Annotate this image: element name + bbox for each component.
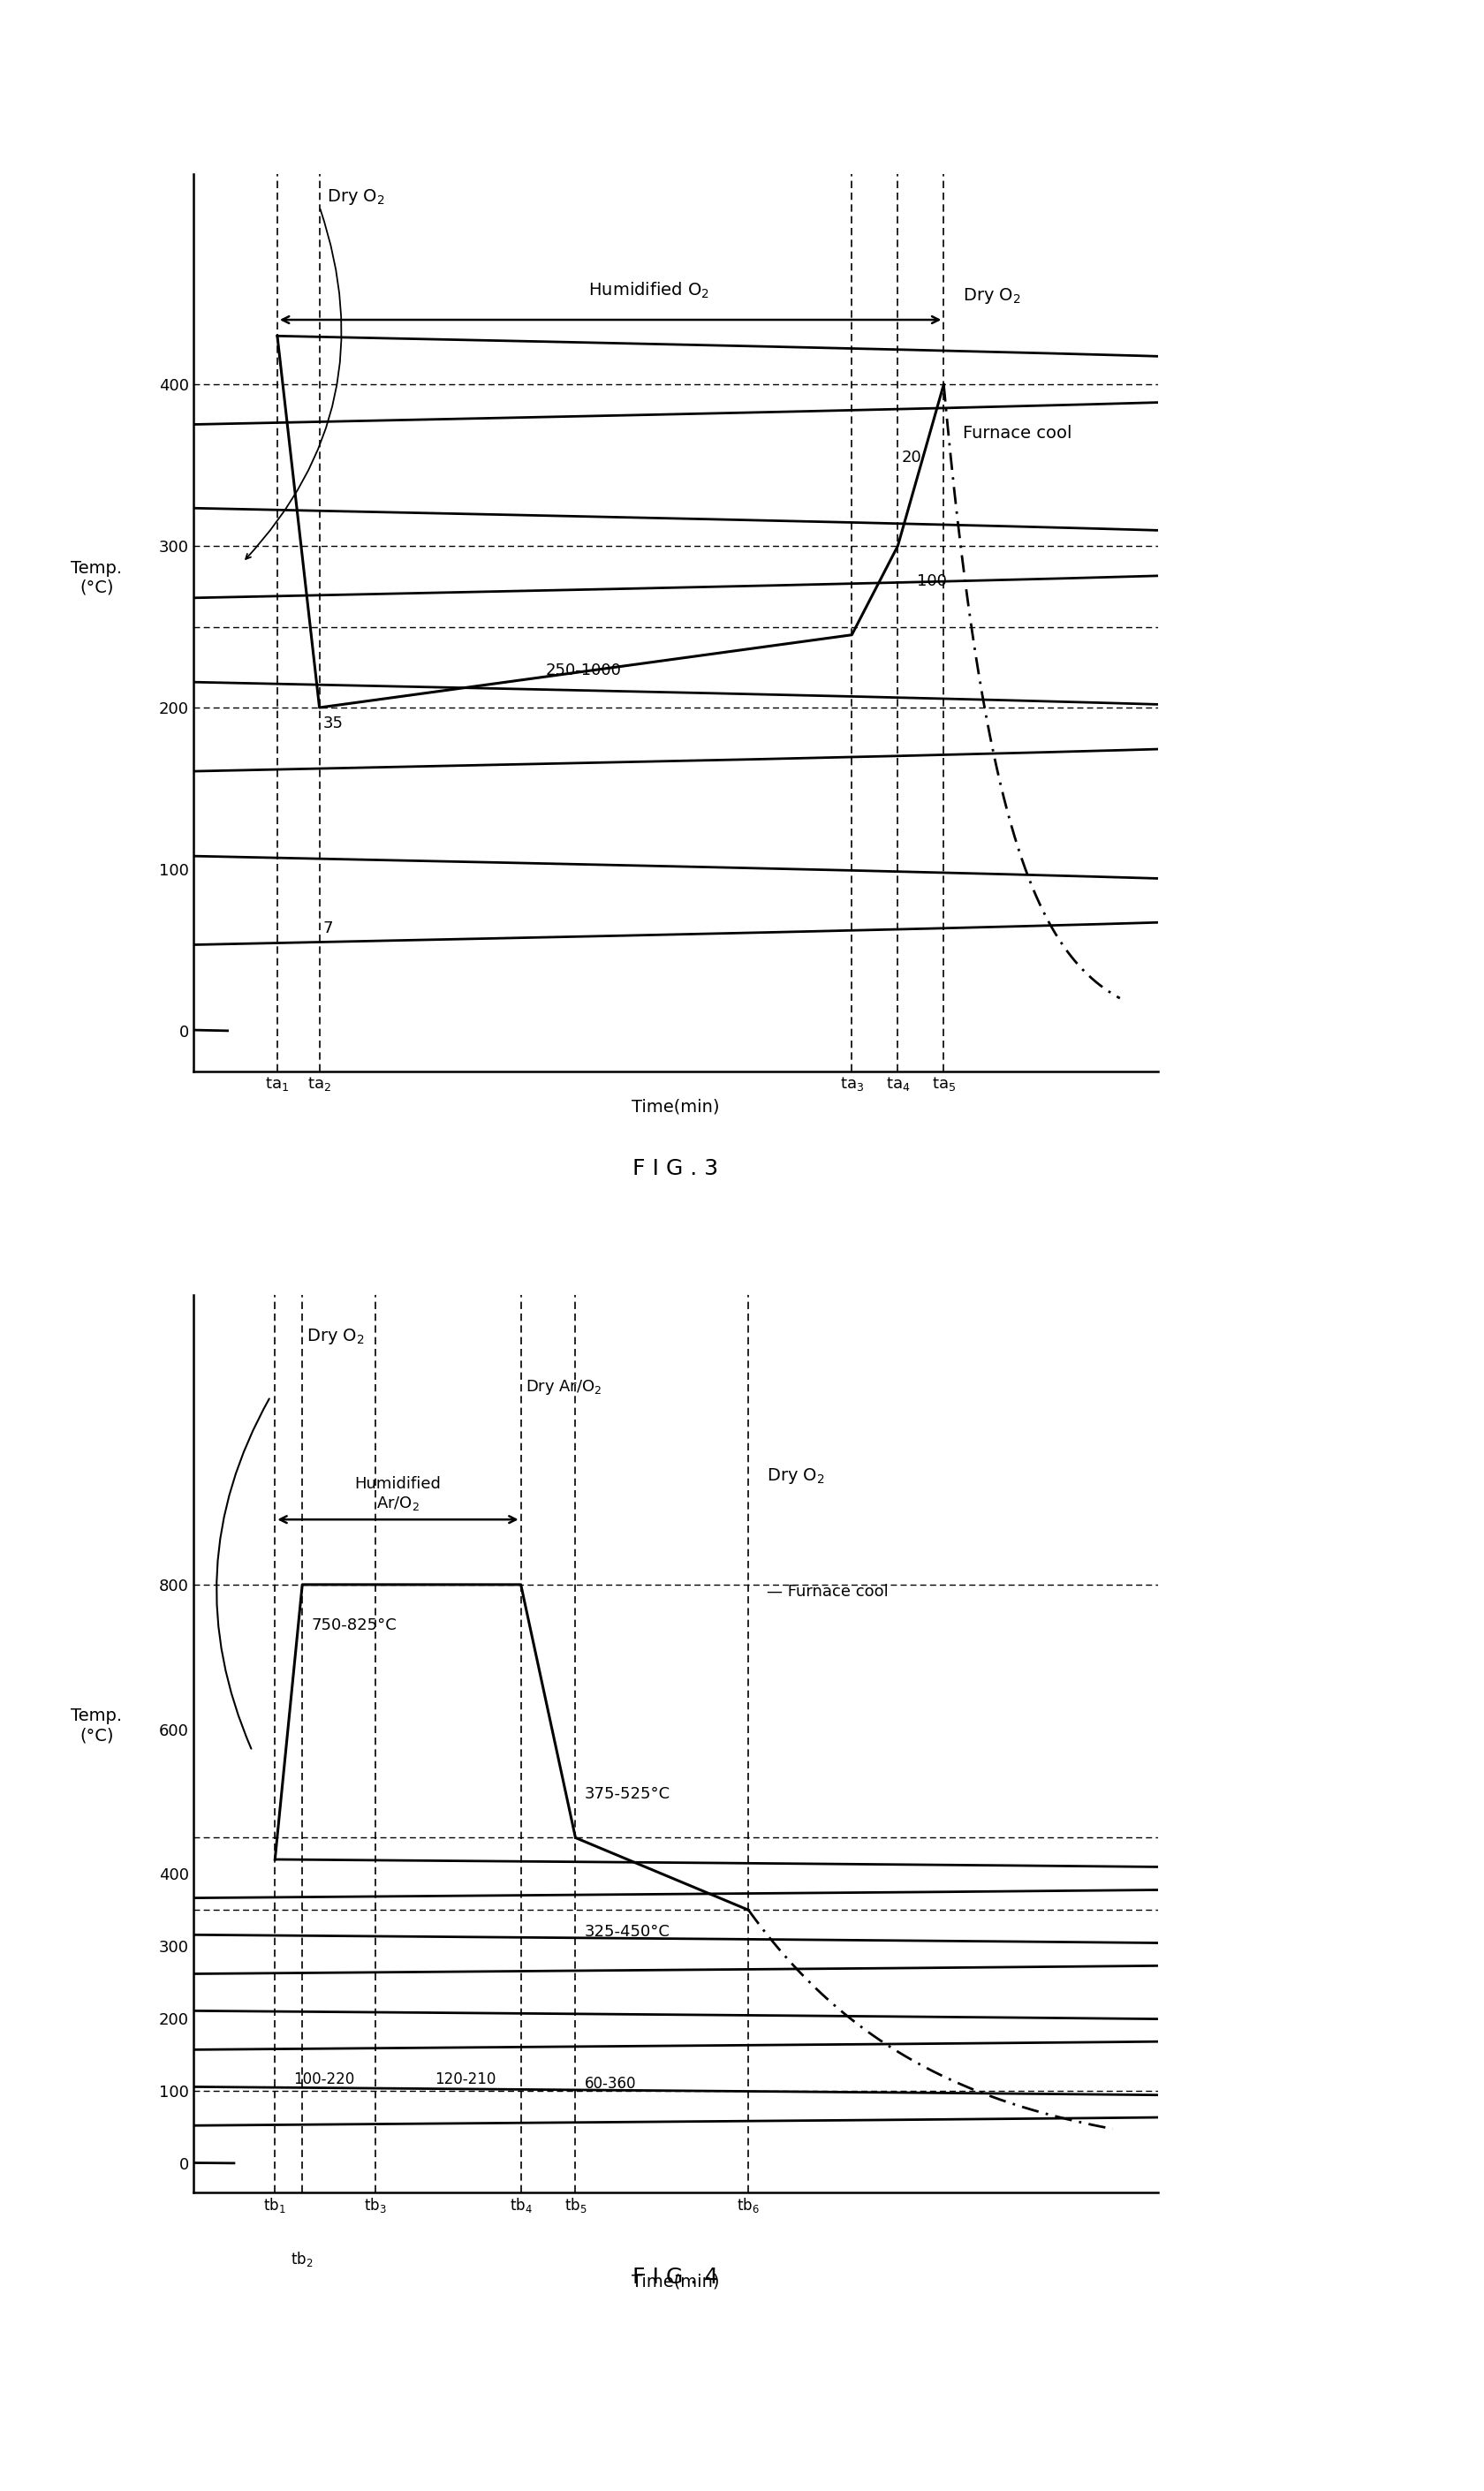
Text: 7: 7 xyxy=(324,922,334,937)
Text: 100-220: 100-220 xyxy=(292,2073,355,2087)
Text: Humidified
Ar/O$_2$: Humidified Ar/O$_2$ xyxy=(355,1477,441,1512)
Text: 60-360: 60-360 xyxy=(585,2075,635,2092)
Text: 325-450°C: 325-450°C xyxy=(585,1923,669,1940)
Text: F I G . 4: F I G . 4 xyxy=(632,2267,718,2289)
Text: 120-210: 120-210 xyxy=(435,2073,496,2087)
Text: 375-525°C: 375-525°C xyxy=(585,1786,669,1803)
X-axis label: Time(min): Time(min) xyxy=(631,1099,720,1116)
Text: Dry O$_2$: Dry O$_2$ xyxy=(766,1467,824,1485)
Text: F I G . 3: F I G . 3 xyxy=(632,1158,718,1181)
Text: 250-1000: 250-1000 xyxy=(545,663,620,678)
X-axis label: Time(min): Time(min) xyxy=(631,2274,720,2289)
Text: Dry Ar/O$_2$: Dry Ar/O$_2$ xyxy=(525,1378,601,1397)
Text: Humidified O$_2$: Humidified O$_2$ xyxy=(588,281,709,301)
Text: 20: 20 xyxy=(901,448,922,466)
Text: Dry O$_2$: Dry O$_2$ xyxy=(307,1328,365,1345)
Text: 35: 35 xyxy=(324,715,343,732)
Text: — Furnace cool: — Furnace cool xyxy=(766,1584,887,1599)
Text: Dry O$_2$: Dry O$_2$ xyxy=(326,187,384,207)
Text: 750-825°C: 750-825°C xyxy=(312,1617,396,1634)
Y-axis label: Temp.
(°C): Temp. (°C) xyxy=(71,560,122,595)
Text: 100: 100 xyxy=(916,573,947,590)
Text: Furnace cool: Furnace cool xyxy=(962,423,1071,441)
Y-axis label: Temp.
(°C): Temp. (°C) xyxy=(71,1709,122,1744)
Text: Dry O$_2$: Dry O$_2$ xyxy=(962,286,1020,306)
